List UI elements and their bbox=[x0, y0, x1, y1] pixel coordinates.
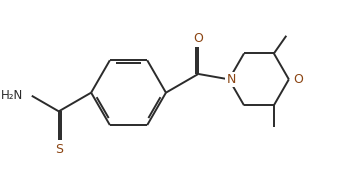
Text: N: N bbox=[226, 73, 236, 86]
Text: H₂N: H₂N bbox=[1, 89, 24, 102]
Text: O: O bbox=[293, 73, 303, 86]
Text: S: S bbox=[55, 143, 63, 156]
Text: O: O bbox=[193, 32, 203, 45]
